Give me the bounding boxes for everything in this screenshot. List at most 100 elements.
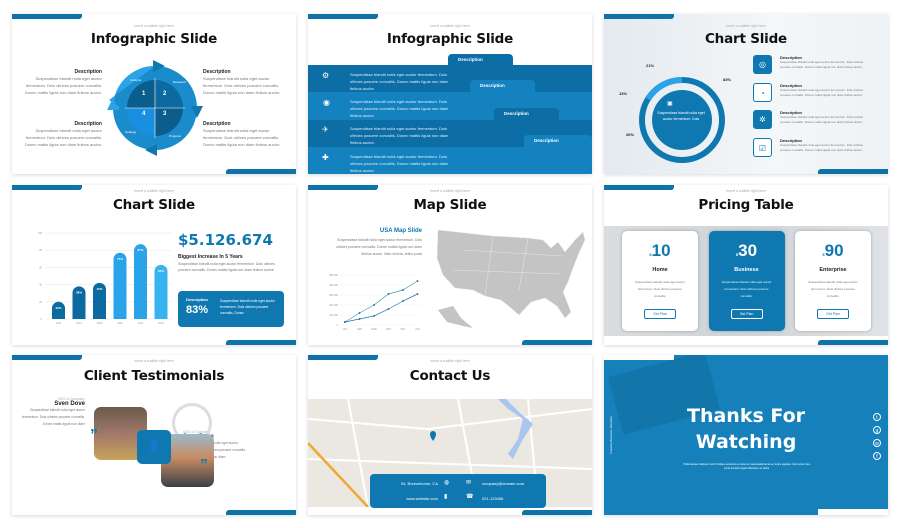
accent-bar bbox=[226, 340, 296, 345]
data-point bbox=[344, 321, 346, 323]
plan-name: Business bbox=[734, 267, 759, 273]
y-tick: $50,000 bbox=[329, 274, 338, 277]
slide-map[interactable]: Insert a subtitle right here Map Slide U… bbox=[308, 185, 592, 345]
subtitle: Insert a subtitle right here bbox=[134, 359, 174, 363]
x-tick: 2013 bbox=[56, 322, 62, 325]
email[interactable]: company@domain.com bbox=[482, 481, 525, 486]
bar-label: 87% bbox=[137, 248, 143, 252]
subtitle: Insert a subtitle right here bbox=[134, 189, 174, 193]
accent-bar bbox=[12, 14, 82, 19]
plan-card[interactable]: $90 Enterprise Suspendisse blandit nulla… bbox=[795, 231, 871, 331]
subtitle: Insert a subtitle right here bbox=[430, 189, 470, 193]
accent-bar bbox=[522, 340, 592, 345]
band-text: Suspendisse blandit nulla eget auctor fe… bbox=[350, 154, 449, 173]
phone: 021-123456 bbox=[482, 496, 504, 501]
thanks-text: Pellentesque habitant morbi tristique se… bbox=[683, 463, 811, 470]
pct-label: 13% bbox=[619, 91, 628, 96]
google-plus-icon[interactable]: g bbox=[873, 426, 881, 434]
website[interactable]: www.website.com bbox=[406, 496, 438, 501]
band-text: Suspendisse blandit nulla eget auctor fe… bbox=[350, 99, 449, 118]
y-tick: 40 bbox=[39, 284, 42, 287]
gears-icon: ⚙ bbox=[322, 71, 330, 80]
notch bbox=[604, 355, 674, 360]
puzzle-icon: ✚ bbox=[322, 153, 329, 162]
get-plan-button[interactable]: Get Plan bbox=[817, 309, 849, 319]
plan-name: Home bbox=[652, 267, 668, 273]
slide-title: Map Slide bbox=[413, 197, 487, 213]
x-tick: FEB bbox=[357, 328, 362, 331]
target-icon: ◉ bbox=[323, 98, 330, 107]
y-tick: 0 bbox=[337, 324, 339, 327]
plan-text: Suspendisse blandit nulla eget auctor fe… bbox=[721, 280, 772, 298]
desc-item: Description Suspendisse blandit nulla ege… bbox=[780, 82, 864, 97]
desc-block: Description Suspendisse blandit nulla ege… bbox=[24, 121, 102, 147]
slide-bar-chart[interactable]: Insert a subtitle right here Chart Slide… bbox=[12, 185, 296, 345]
data-point bbox=[402, 289, 404, 291]
plan-text: Suspendisse blandit nulla eget auctor fe… bbox=[808, 280, 858, 298]
facebook-icon[interactable]: f bbox=[873, 452, 881, 460]
target-icon: ◎ bbox=[753, 55, 772, 74]
accent-bar bbox=[818, 340, 888, 345]
box-label: Description bbox=[186, 297, 209, 302]
y-tick: $20,000 bbox=[329, 304, 338, 307]
bar bbox=[113, 252, 127, 319]
plan-card[interactable]: $10 Home Suspendisse blandit nulla eget … bbox=[622, 231, 698, 331]
series-line bbox=[344, 280, 418, 323]
y-tick: 0 bbox=[41, 318, 43, 321]
slide-contact[interactable]: Insert a subtitle right here Contact Us … bbox=[308, 355, 592, 515]
side-label: Creative Business Template bbox=[609, 416, 613, 454]
get-plan-button[interactable]: Get Plan bbox=[730, 309, 763, 319]
title-line-1: Thanks For bbox=[686, 405, 806, 427]
bar-label: 38% bbox=[76, 290, 82, 294]
slide-title: Client Testimonials bbox=[83, 368, 225, 384]
pie-chart-icon: ◔ bbox=[753, 82, 772, 102]
x-tick: JAN bbox=[343, 328, 348, 331]
get-plan-button[interactable]: Get Plan bbox=[644, 309, 676, 319]
twitter-icon[interactable]: t bbox=[873, 413, 881, 421]
bar-label: 20% bbox=[55, 306, 61, 310]
desc-block: Description Suspendisse blandit nulla ege… bbox=[203, 121, 281, 147]
slide-infographic-cycle[interactable]: Insert a subtitle right here Infographic… bbox=[12, 14, 296, 174]
slide-donut-chart[interactable]: Insert a subtitle right here Chart Slide… bbox=[604, 14, 888, 174]
plan-name: Enterprise bbox=[819, 267, 847, 273]
body-text: Suspendisse blandit nulla eget auctor fe… bbox=[178, 262, 275, 272]
plan-card[interactable]: $30 Business Suspendisse blandit nulla e… bbox=[708, 231, 785, 331]
box-text: Suspendisse blandit nulla eget auctor fe… bbox=[220, 299, 275, 315]
bar bbox=[72, 286, 86, 319]
desc-item: Description Suspendisse blandit nulla ege… bbox=[780, 137, 864, 152]
user-icon: 👤 bbox=[137, 430, 171, 464]
email-icon: ✉ bbox=[466, 480, 472, 486]
segment-3: 3 bbox=[163, 111, 167, 117]
segment-1: 1 bbox=[142, 91, 146, 97]
usa-map bbox=[436, 230, 586, 328]
slide-thanks[interactable]: Thanks For Watching Pellentesque habitan… bbox=[604, 355, 888, 515]
contact-box: 93, Breezehome, CA ◍ ✉ company@domain.co… bbox=[370, 474, 546, 508]
quote-icon: ” bbox=[200, 457, 208, 474]
map-heading: USA Map Slide bbox=[379, 228, 422, 234]
description-tab: Description bbox=[494, 108, 559, 120]
bar-label: 77% bbox=[117, 257, 123, 261]
whatsapp-icon[interactable]: w bbox=[873, 439, 881, 447]
amount: $5.126.674 bbox=[178, 231, 273, 249]
data-point bbox=[373, 304, 375, 306]
data-point bbox=[402, 300, 404, 302]
accent-bar bbox=[308, 185, 378, 190]
accent-bar bbox=[604, 185, 674, 190]
x-tick: 2017 bbox=[138, 322, 144, 325]
segment-4: 4 bbox=[142, 111, 146, 117]
slide-infographic-bands[interactable]: Insert a subtitle right here Infographic… bbox=[308, 14, 592, 174]
slide-pricing[interactable]: Insert a subtitle right here Pricing Tab… bbox=[604, 185, 888, 345]
highlight-box: Description 83% Suspendisse blandit null… bbox=[178, 291, 284, 327]
data-point bbox=[387, 293, 390, 295]
headline: Biggest Increase In 5 Years bbox=[178, 254, 243, 260]
y-tick: 80 bbox=[39, 249, 42, 252]
bar-chart: 0 20 40 60 80 100 20% 2013 38% 2014 42% 2015 77% 2016… bbox=[38, 232, 172, 325]
bar bbox=[52, 301, 65, 319]
tools-icon: ✲ bbox=[753, 110, 772, 129]
x-tick: JUN bbox=[415, 328, 420, 331]
subtitle: Insert a subtitle right here bbox=[430, 24, 470, 28]
slide-title: Chart Slide bbox=[112, 197, 196, 213]
accent-bar bbox=[308, 14, 378, 19]
cycle-diagram bbox=[107, 60, 203, 156]
slide-testimonials[interactable]: Insert a subtitle right here Client Test… bbox=[12, 355, 296, 515]
